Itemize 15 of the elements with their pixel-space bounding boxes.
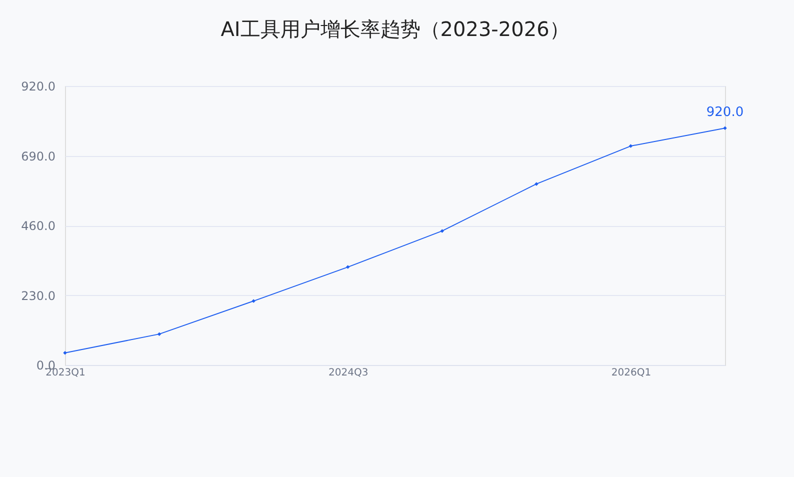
point [63, 351, 67, 355]
y-tick-label: 230.0 [21, 288, 56, 303]
point [440, 229, 444, 233]
x-tick-label: 2026Q1 [611, 368, 652, 378]
point [346, 265, 350, 269]
y-tick-label: 920.0 [21, 80, 56, 94]
chart-title: AI工具用户增长率趋势（2023-2026） [220, 17, 570, 41]
annotation: 920.0 [706, 105, 744, 120]
x-tick-label: 2023Q1 [46, 368, 86, 378]
point [157, 332, 162, 336]
x-tick-label: 2024Q3 [328, 368, 368, 378]
point [723, 126, 727, 130]
point [628, 144, 633, 148]
y-tick-label: 690.0 [21, 149, 56, 164]
y-tick-label: 460.0 [21, 219, 56, 233]
